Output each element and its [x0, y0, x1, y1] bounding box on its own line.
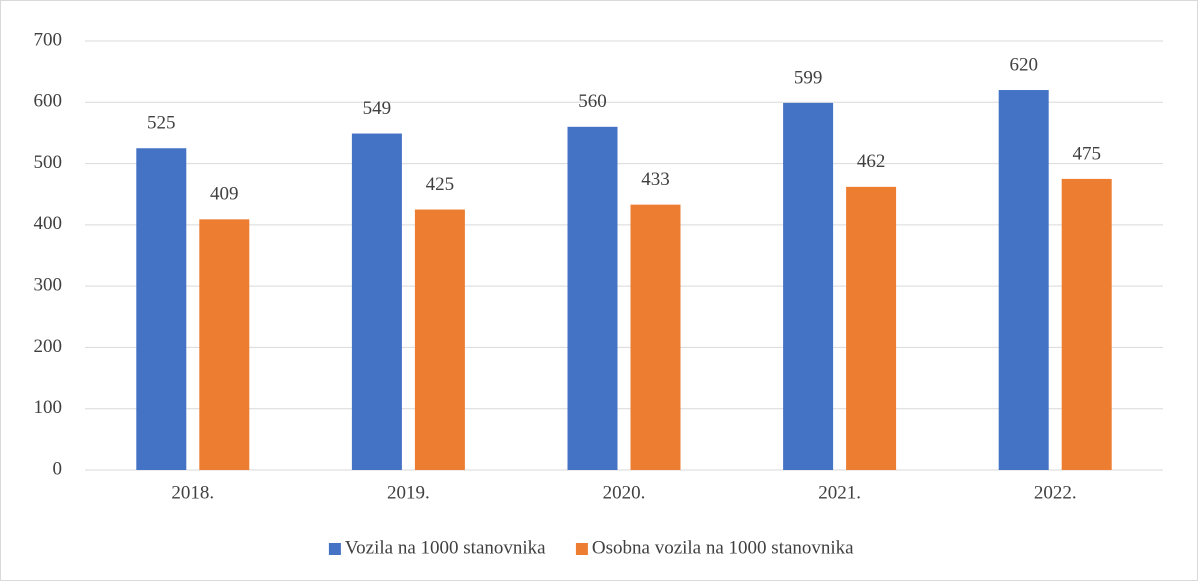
data-label: 599: [794, 67, 823, 88]
y-tick-label: 500: [34, 152, 63, 173]
legend-label: Vozila na 1000 stanovnika: [345, 537, 546, 558]
x-tick-label: 2021.: [818, 482, 861, 503]
bar: [136, 148, 187, 470]
x-tick-label: 2022.: [1034, 482, 1077, 503]
legend-swatch: [328, 543, 341, 555]
y-tick-label: 400: [34, 213, 63, 234]
x-tick-label: 2019.: [387, 482, 430, 503]
y-tick-label: 200: [34, 336, 63, 357]
bar: [414, 209, 465, 471]
y-tick-label: 700: [34, 29, 63, 50]
x-tick-label: 2020.: [603, 482, 646, 503]
y-tick-label: 100: [34, 397, 63, 418]
data-label: 475: [1072, 143, 1101, 164]
bar: [998, 90, 1049, 471]
data-label: 433: [641, 169, 670, 190]
data-label: 620: [1009, 54, 1038, 75]
x-tick-label: 2018.: [171, 482, 214, 503]
legend-label: Osobna vozila na 1000 stanovnika: [592, 537, 854, 558]
y-tick-label: 0: [53, 458, 63, 479]
data-label: 525: [147, 113, 176, 134]
bar: [351, 133, 402, 470]
bar: [846, 186, 897, 471]
bar: [630, 204, 681, 470]
bar: [567, 126, 618, 471]
data-label: 425: [426, 174, 455, 195]
y-tick-label: 300: [34, 275, 63, 296]
data-label: 462: [857, 151, 886, 172]
legend-swatch: [575, 543, 588, 555]
y-tick-label: 600: [34, 91, 63, 112]
data-label: 549: [363, 98, 392, 119]
bar: [1061, 178, 1112, 470]
bar: [783, 102, 834, 471]
bar: [199, 219, 250, 470]
data-label: 409: [210, 184, 239, 205]
data-label: 560: [578, 91, 607, 112]
